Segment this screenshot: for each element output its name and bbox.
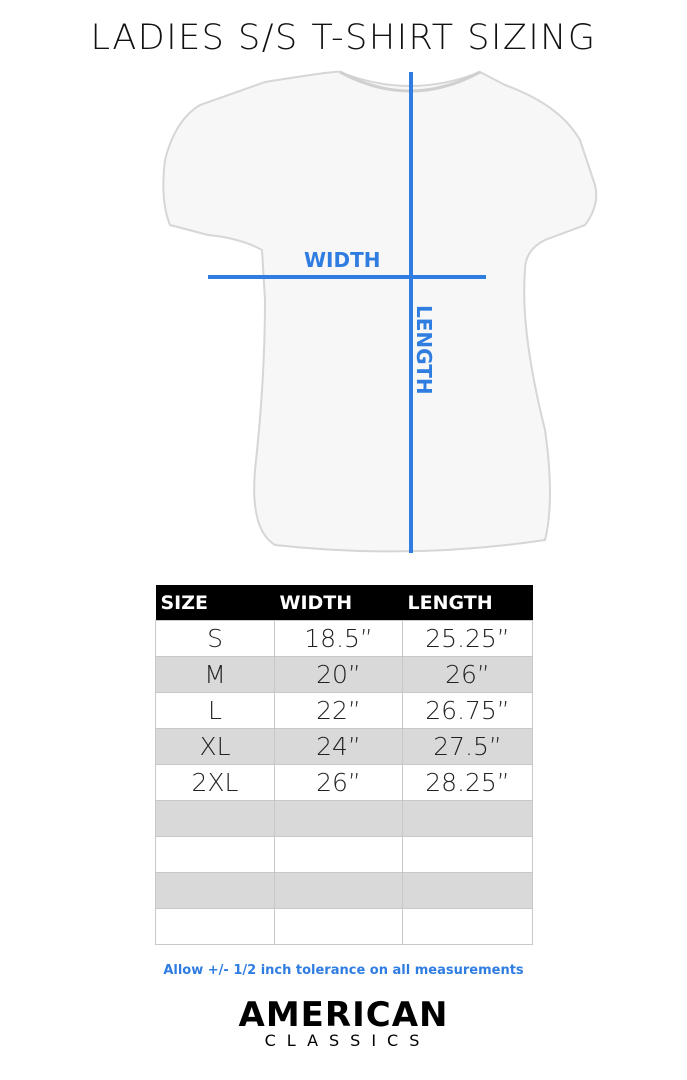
width-cell: 22” [274, 692, 403, 729]
empty-cell [155, 836, 275, 873]
length-cell: 26” [402, 656, 533, 693]
length-cell: 25.25” [402, 620, 533, 657]
empty-cell [402, 800, 533, 837]
table-row-empty [155, 908, 533, 945]
empty-cell [402, 908, 533, 945]
length-cell: 26.75” [402, 692, 533, 729]
empty-cell [274, 908, 403, 945]
table-header: SIZE WIDTH LENGTH [155, 585, 533, 621]
table-row: S 18.5” 25.25” [155, 620, 533, 657]
table-row: M 20” 26” [155, 656, 533, 693]
table-row: L 22” 26.75” [155, 692, 533, 729]
empty-cell [274, 800, 403, 837]
brand-logo-line2: CLASSICS [264, 1031, 431, 1050]
size-cell: 2XL [155, 764, 275, 801]
header-width: WIDTH [274, 585, 403, 621]
width-cell: 20” [274, 656, 403, 693]
table-row-empty [155, 800, 533, 837]
table-row-empty [155, 836, 533, 873]
width-label: WIDTH [304, 248, 381, 272]
page-title: LADIES S/S T-SHIRT SIZING [90, 18, 597, 58]
width-cell: 18.5” [274, 620, 403, 657]
empty-cell [402, 872, 533, 909]
table-row: 2XL 26” 28.25” [155, 764, 533, 801]
empty-cell [274, 872, 403, 909]
width-cell: 26” [274, 764, 403, 801]
length-cell: 28.25” [402, 764, 533, 801]
empty-cell [402, 836, 533, 873]
empty-cell [274, 836, 403, 873]
tshirt-diagram [162, 70, 598, 553]
size-cell: L [155, 692, 275, 729]
length-label: LENGTH [412, 305, 436, 395]
size-cell: M [155, 656, 275, 693]
size-cell: XL [155, 728, 275, 765]
table-row-empty [155, 872, 533, 909]
size-table: SIZE WIDTH LENGTH S 18.5” 25.25” M 20” 26” L… [155, 585, 533, 945]
size-cell: S [155, 620, 275, 657]
empty-cell [155, 908, 275, 945]
brand-logo-line1: AMERICAN [238, 995, 449, 1035]
tolerance-note: Allow +/- 1/2 inch tolerance on all meas… [163, 963, 524, 978]
width-cell: 24” [274, 728, 403, 765]
empty-cell [155, 872, 275, 909]
empty-cell [155, 800, 275, 837]
table-row: XL 24” 27.5” [155, 728, 533, 765]
header-length: LENGTH [402, 585, 533, 621]
tshirt-shape [162, 70, 598, 553]
header-size: SIZE [155, 585, 275, 621]
length-cell: 27.5” [402, 728, 533, 765]
